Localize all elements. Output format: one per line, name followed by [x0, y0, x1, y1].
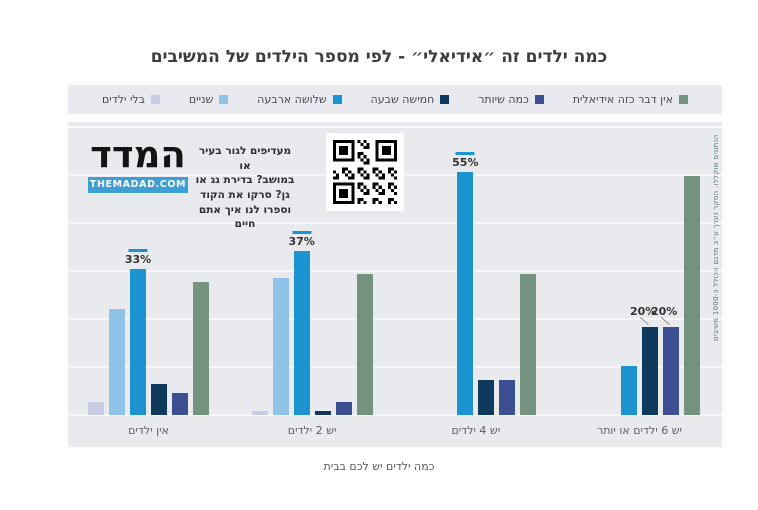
logo-text: המדד — [90, 133, 186, 176]
legend-label: אין דבר כזה אידיאלית — [572, 93, 673, 106]
bar — [88, 402, 104, 415]
legend-item: אין דבר כזה אידיאלית — [573, 93, 688, 106]
bar-highlight-dash — [455, 151, 475, 155]
bar-slot — [109, 145, 125, 415]
legend-item: חמישה שבעה — [371, 93, 450, 106]
legend-label: בלי ילדים — [102, 93, 146, 106]
bar-slot — [478, 145, 495, 415]
bars-row: 55% — [415, 145, 537, 415]
legend-swatch-icon — [678, 95, 688, 104]
x-category-label: אין ילדים — [128, 424, 169, 437]
bar-slot — [151, 145, 167, 415]
bar — [520, 274, 537, 415]
bar — [193, 282, 209, 415]
x-category-label: יש 4 ילדים — [451, 424, 501, 437]
bar-slot — [620, 145, 637, 415]
x-category-label: יש 6 ילדים או יותר — [596, 424, 682, 437]
bar-slot — [499, 145, 516, 415]
legend-swatch-icon — [534, 95, 544, 104]
bar-slot — [356, 145, 373, 415]
bar — [272, 278, 289, 415]
bar-slot — [335, 145, 352, 415]
bar-slot — [436, 145, 452, 415]
bar-slot — [314, 145, 331, 415]
bar-group: 20% 20% יש 6 ילדים או יותר — [579, 145, 700, 437]
bar-slot — [600, 145, 616, 415]
bar-value-label: 20% — [650, 305, 678, 318]
bar-group: 33% אין ילדים — [88, 145, 209, 437]
logo-url-text: THEMADAD.COM — [88, 176, 188, 193]
bar-value-label: 55% — [452, 156, 479, 169]
legend-label: שניים — [188, 93, 214, 106]
bar-slot: 20% — [651, 145, 679, 415]
legend-item: שניים — [188, 93, 229, 106]
bars-row: 37% — [251, 145, 373, 415]
logo: המדד THEMADAD.COM — [88, 133, 188, 193]
legend-item: כמה שיותר — [478, 93, 544, 106]
legend-label: חמישה שבעה — [370, 93, 435, 106]
bar — [109, 309, 125, 415]
legend-swatch-icon — [151, 95, 161, 104]
x-category-label: יש 2 ילדים — [287, 424, 337, 437]
bar-value-label: 37% — [288, 235, 315, 248]
bar-highlight-dash — [128, 248, 148, 252]
bar-value-label: 20% — [629, 305, 657, 318]
chart-panel: המדד THEMADAD.COM מעדיפים לגור בעיר או ב… — [68, 122, 722, 447]
legend-item: בלי ילדים — [102, 93, 161, 106]
legend-label: כמה שיותר — [478, 93, 529, 106]
qr-code-icon — [326, 133, 404, 211]
bar-slot — [415, 145, 431, 415]
footnote-vertical: הנתונים שוקללו. הסקר נערך ע״ב מדגם הכולל… — [712, 134, 720, 341]
bar — [662, 327, 679, 415]
bars-row: 20% 20% — [579, 145, 700, 415]
gridline — [68, 126, 722, 128]
bar — [335, 402, 352, 415]
gridline — [68, 222, 722, 224]
legend-item: שלושה ארבעה — [257, 93, 342, 106]
gridline — [68, 318, 722, 320]
bar — [457, 172, 474, 415]
bar-group: 37% יש 2 ילדים — [251, 145, 373, 437]
bar — [251, 411, 268, 415]
x-axis-title: כמה ילדים יש לכם בבית — [323, 460, 435, 473]
bar — [478, 380, 495, 415]
bar — [151, 384, 167, 415]
legend-label: שלושה ארבעה — [257, 93, 327, 106]
bar-slot: 55% — [452, 145, 478, 415]
chart-title: כמה ילדים זה ״אידיאלי״ - לפי מספר הילדים… — [150, 47, 608, 67]
bar — [620, 366, 637, 415]
bar-group: 55% יש 4 ילדים — [415, 145, 537, 437]
gridline — [68, 366, 722, 368]
bar-slot: 20% — [630, 145, 658, 415]
bar-slot — [683, 145, 700, 415]
bar-slot: 37% — [288, 145, 315, 415]
bar-slot — [172, 145, 188, 415]
bar — [683, 176, 700, 415]
bar-slot — [520, 145, 537, 415]
gridline — [68, 270, 722, 272]
bar-slot — [251, 145, 268, 415]
bar — [314, 411, 331, 415]
bar — [356, 274, 373, 415]
bar — [499, 380, 516, 415]
bar-slot — [193, 145, 209, 415]
legend-swatch-icon — [440, 95, 450, 104]
legend-swatch-icon — [219, 95, 229, 104]
qr-caption: מעדיפים לגור בעיר או במושב? בדירת גג או … — [195, 145, 295, 231]
bar-value-label: 33% — [124, 253, 152, 266]
legend-swatch-icon — [332, 95, 342, 104]
bar-slot — [272, 145, 289, 415]
bar — [293, 251, 310, 415]
bar — [172, 393, 188, 415]
gridline — [68, 414, 722, 416]
bar — [641, 327, 658, 415]
bar-slot: 33% — [125, 145, 151, 415]
plot-area: 33% אין ילדים 37% יש 2 ילדים 55% יש 4 ילדים 20… — [88, 145, 700, 437]
legend: בלי ילדים שניים שלושה ארבעה חמישה שבעה כמה ש… — [68, 85, 722, 114]
bar — [130, 269, 146, 415]
bar-slot — [579, 145, 595, 415]
bar-highlight-dash — [292, 230, 312, 234]
bars-row: 33% — [88, 145, 209, 415]
bar-slot — [88, 145, 104, 415]
